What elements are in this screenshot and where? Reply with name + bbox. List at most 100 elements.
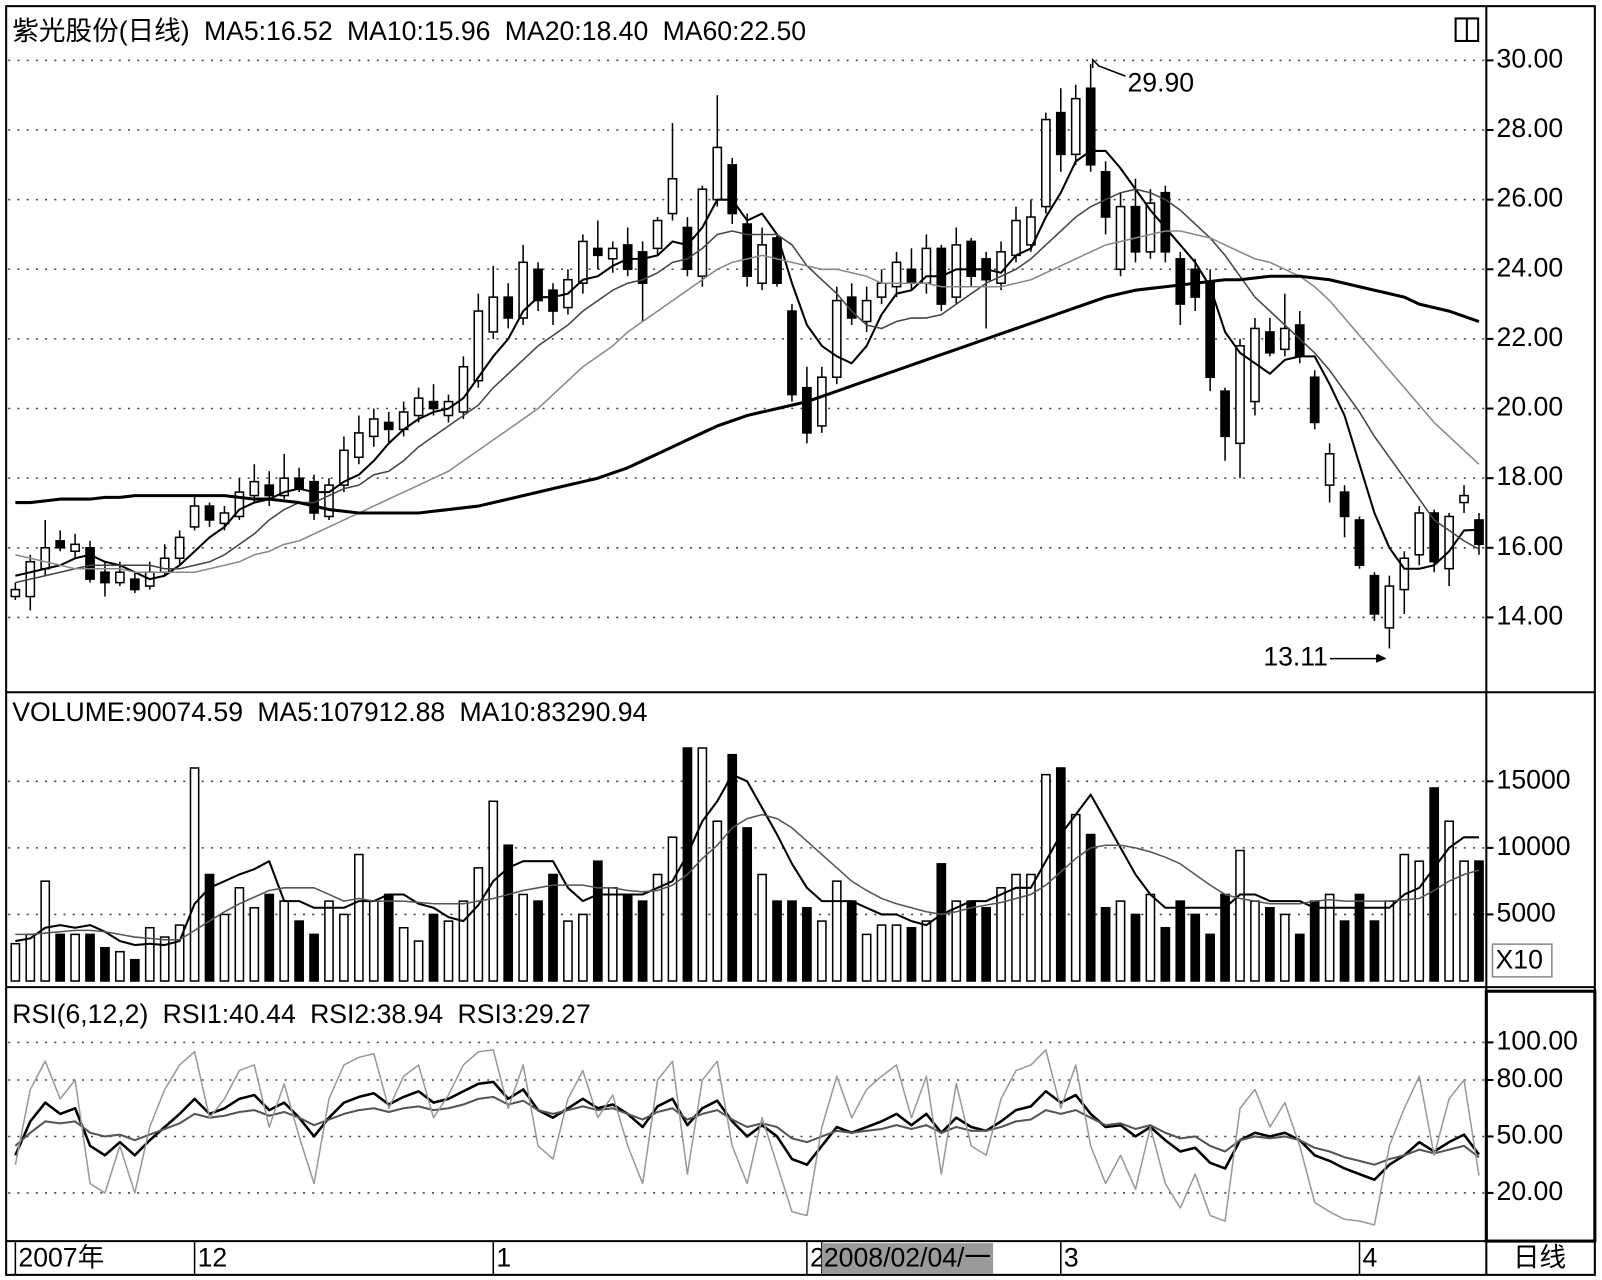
volume-bar <box>1459 860 1469 982</box>
volume-bar <box>1294 933 1305 982</box>
candle-body <box>159 557 170 573</box>
candle-body <box>1175 258 1186 305</box>
candle-body <box>757 244 767 284</box>
volume-bar <box>383 893 394 982</box>
candle-body <box>1339 491 1350 518</box>
candle-body <box>55 540 66 549</box>
y-tick-label: 24.00 <box>1497 252 1564 282</box>
volume-bar <box>1115 900 1126 982</box>
volume-bar <box>249 907 260 982</box>
volume-bar <box>1160 926 1171 982</box>
unit-box <box>1491 943 1553 978</box>
volume-bar <box>1190 913 1201 982</box>
candle-body <box>966 240 977 278</box>
candle-body <box>458 365 469 413</box>
x-tick-label: 12 <box>198 1243 228 1273</box>
volume-bar <box>772 900 782 982</box>
volume-bar <box>115 950 125 982</box>
annotation-label: 13.11 <box>1263 642 1328 672</box>
y-tick-label: 22.00 <box>1497 322 1564 352</box>
volume-bar <box>906 926 917 982</box>
indicator-line <box>15 773 1479 947</box>
volume-bar <box>1399 853 1410 982</box>
volume-bar <box>846 900 857 982</box>
candle-body <box>891 261 902 288</box>
candle-body <box>652 219 663 250</box>
volume-bar <box>966 900 977 982</box>
indicator-line <box>15 149 1480 581</box>
candle-body <box>368 418 379 438</box>
candle-body <box>876 282 887 298</box>
y-tick-label: 16.00 <box>1497 531 1564 561</box>
volume-bar <box>682 747 693 982</box>
cursor-date-label: 2008/02/04/一 <box>824 1243 991 1273</box>
volume-bar <box>637 900 648 982</box>
candle-body <box>622 244 633 271</box>
candle-body <box>85 547 95 580</box>
volume-bar <box>1041 773 1051 982</box>
volume-bar <box>309 933 319 982</box>
panel-title: 紫光股份(日线) <box>12 16 189 46</box>
candle-body <box>906 268 917 284</box>
x-tick-label: 4 <box>1363 1243 1378 1273</box>
candle-body <box>1100 171 1111 218</box>
indicator-line <box>15 230 1480 573</box>
candle-body <box>1235 345 1245 445</box>
y-tick-label: 14.00 <box>1497 600 1564 630</box>
period-label[interactable]: 日线 <box>1513 1243 1566 1273</box>
candle-body <box>1354 519 1365 566</box>
candle-body <box>996 251 1006 284</box>
candle-body <box>324 484 334 518</box>
indicator-line <box>15 188 1480 584</box>
candle-body <box>1115 205 1126 271</box>
volume-bar <box>607 887 618 982</box>
candle-body <box>1369 574 1380 615</box>
volume-bar <box>398 926 409 982</box>
volume-bar <box>10 942 21 982</box>
y-tick-label: 80.00 <box>1497 1063 1564 1093</box>
candle-body <box>473 310 484 382</box>
candle-body <box>518 261 529 319</box>
candle-body <box>861 299 872 323</box>
candle-body <box>637 251 648 284</box>
legend-label: MA60:22.50 <box>663 16 806 46</box>
volume-bar <box>1026 873 1036 982</box>
panel-title: VOLUME:90074.59 <box>12 697 243 727</box>
y-tick-label: 10000 <box>1497 831 1571 861</box>
candle-body <box>1130 205 1141 253</box>
candle-body <box>1384 585 1395 629</box>
volume-bar <box>1339 920 1350 982</box>
volume-bar <box>697 747 708 982</box>
candle-body <box>249 480 260 497</box>
volume-bar <box>592 860 603 982</box>
candle-body <box>353 432 364 459</box>
volume-bar <box>861 933 872 982</box>
candle-body <box>70 543 80 553</box>
volume-bar <box>1145 893 1156 982</box>
candle-body <box>1459 494 1469 504</box>
volume-bar <box>936 863 947 982</box>
y-tick-label: 30.00 <box>1497 43 1564 73</box>
volume-bar <box>503 844 514 982</box>
candle-body <box>1011 219 1021 257</box>
volume-bar <box>667 836 678 982</box>
y-tick-label: 26.00 <box>1497 183 1564 213</box>
candle-body <box>802 386 812 434</box>
volume-bar <box>40 880 51 982</box>
volume-bar <box>518 893 529 982</box>
y-tick-label: 28.00 <box>1497 113 1564 143</box>
volume-bar <box>129 958 140 982</box>
volume-bar <box>816 920 827 982</box>
volume-bar <box>548 873 558 982</box>
volume-bar <box>1205 933 1216 982</box>
volume-bar <box>279 900 290 982</box>
candle-body <box>578 240 588 284</box>
volume-bar <box>25 933 36 982</box>
volume-bar <box>802 907 812 982</box>
volume-bar <box>712 820 723 982</box>
candle-body <box>189 505 200 528</box>
volume-bar <box>368 900 379 982</box>
volume-bar <box>996 887 1006 982</box>
candle-body <box>1085 87 1096 166</box>
volume-bar <box>1250 900 1260 982</box>
